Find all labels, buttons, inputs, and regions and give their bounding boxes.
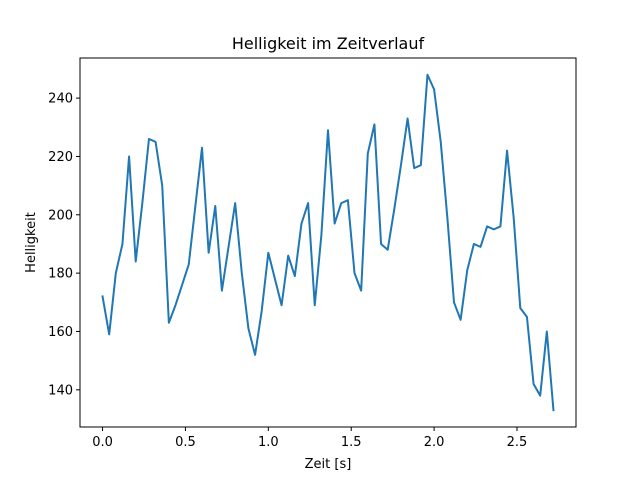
x-tick-label: 1.5 <box>341 435 362 450</box>
y-tick-label: 240 <box>48 92 73 107</box>
y-tick-label: 220 <box>48 150 73 165</box>
plot-area <box>80 58 576 427</box>
x-tick-label: 0.5 <box>175 435 196 450</box>
series-line-helligkeit <box>101 73 555 412</box>
plot-frame <box>79 57 577 428</box>
chart-title: Helligkeit im Zeitverlauf <box>232 34 425 53</box>
y-tick-label: 200 <box>48 208 73 223</box>
x-tick-label: 2.5 <box>507 435 528 450</box>
x-axis-label: Zeit [s] <box>305 457 352 472</box>
y-tick-label: 140 <box>48 383 73 398</box>
x-tick-label: 1.0 <box>258 435 279 450</box>
x-tick-label: 2.0 <box>424 435 445 450</box>
y-axis-ticks: 140 160 180 200 220 240 <box>48 92 80 398</box>
x-axis-ticks: 0.0 0.5 1.0 1.5 2.0 2.5 <box>92 427 527 450</box>
y-tick-label: 180 <box>48 267 73 282</box>
y-tick-label: 160 <box>48 325 73 340</box>
x-tick-label: 0.0 <box>92 435 113 450</box>
y-axis-label: Helligkeit <box>24 212 39 273</box>
